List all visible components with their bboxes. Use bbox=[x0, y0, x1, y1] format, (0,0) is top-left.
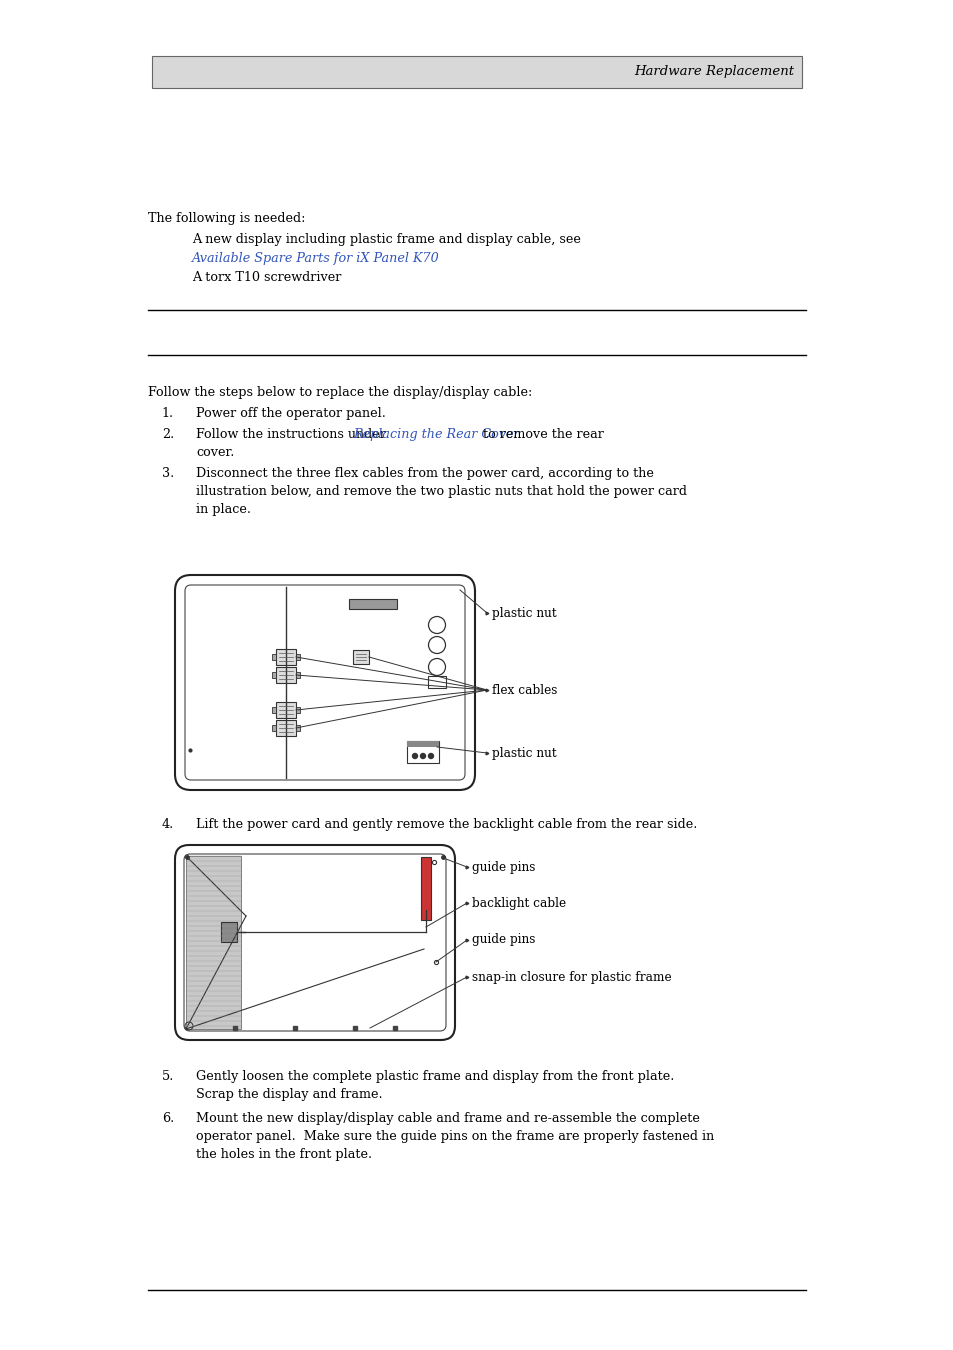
Bar bbox=[353, 649, 369, 664]
Bar bbox=[186, 856, 241, 1029]
Bar bbox=[221, 922, 236, 942]
Text: Follow the instructions under: Follow the instructions under bbox=[195, 428, 390, 441]
Bar bbox=[295, 653, 299, 660]
Text: Power off the operator panel.: Power off the operator panel. bbox=[195, 406, 385, 420]
Bar bbox=[407, 741, 438, 747]
Text: Disconnect the three flex cables from the power card, according to the: Disconnect the three flex cables from th… bbox=[195, 467, 653, 481]
Circle shape bbox=[428, 753, 433, 759]
Bar bbox=[420, 857, 431, 919]
Text: Scrap the display and frame.: Scrap the display and frame. bbox=[195, 1088, 382, 1102]
Text: Available Spare Parts for iX Panel K70: Available Spare Parts for iX Panel K70 bbox=[192, 252, 439, 265]
Bar bbox=[152, 55, 801, 88]
Bar bbox=[428, 676, 446, 688]
Bar bbox=[295, 725, 299, 730]
Circle shape bbox=[412, 753, 417, 759]
Text: plastic nut: plastic nut bbox=[492, 606, 556, 620]
Bar bbox=[275, 702, 295, 718]
Bar bbox=[272, 725, 275, 730]
Bar bbox=[275, 720, 295, 736]
Bar bbox=[275, 667, 295, 683]
Text: Lift the power card and gently remove the backlight cable from the rear side.: Lift the power card and gently remove th… bbox=[195, 818, 697, 832]
Text: A new display including plastic frame and display cable, see: A new display including plastic frame an… bbox=[192, 234, 580, 246]
Text: The following is needed:: The following is needed: bbox=[148, 212, 305, 225]
Text: 1.: 1. bbox=[162, 406, 174, 420]
FancyBboxPatch shape bbox=[185, 585, 464, 780]
Text: plastic nut: plastic nut bbox=[492, 747, 556, 760]
Circle shape bbox=[420, 753, 425, 759]
Bar bbox=[407, 741, 438, 763]
Text: backlight cable: backlight cable bbox=[472, 896, 565, 910]
Text: to remove the rear: to remove the rear bbox=[479, 428, 604, 441]
Text: flex cables: flex cables bbox=[492, 683, 557, 697]
Bar bbox=[272, 653, 275, 660]
Bar bbox=[272, 672, 275, 678]
Text: A torx T10 screwdriver: A torx T10 screwdriver bbox=[192, 271, 341, 284]
Text: in place.: in place. bbox=[195, 504, 251, 516]
Text: the holes in the front plate.: the holes in the front plate. bbox=[195, 1148, 372, 1161]
Text: Follow the steps below to replace the display/display cable:: Follow the steps below to replace the di… bbox=[148, 386, 532, 400]
Text: operator panel.  Make sure the guide pins on the frame are properly fastened in: operator panel. Make sure the guide pins… bbox=[195, 1130, 714, 1143]
FancyBboxPatch shape bbox=[174, 845, 455, 1040]
Text: 4.: 4. bbox=[162, 818, 174, 832]
Bar bbox=[295, 707, 299, 713]
Text: 5.: 5. bbox=[162, 1071, 174, 1083]
Bar bbox=[295, 672, 299, 678]
Text: cover.: cover. bbox=[195, 446, 234, 459]
Text: 2.: 2. bbox=[162, 428, 174, 441]
Bar bbox=[272, 707, 275, 713]
Text: 3.: 3. bbox=[162, 467, 174, 481]
Bar bbox=[275, 649, 295, 666]
Text: snap-in closure for plastic frame: snap-in closure for plastic frame bbox=[472, 971, 671, 984]
Text: guide pins: guide pins bbox=[472, 860, 535, 873]
Text: Gently loosen the complete plastic frame and display from the front plate.: Gently loosen the complete plastic frame… bbox=[195, 1071, 674, 1083]
Text: Replacing the Rear Cover: Replacing the Rear Cover bbox=[354, 428, 519, 441]
Bar bbox=[349, 599, 396, 609]
FancyBboxPatch shape bbox=[184, 855, 446, 1031]
FancyBboxPatch shape bbox=[174, 575, 475, 790]
Text: Hardware Replacement: Hardware Replacement bbox=[633, 66, 793, 78]
Text: guide pins: guide pins bbox=[472, 933, 535, 946]
Text: illustration below, and remove the two plastic nuts that hold the power card: illustration below, and remove the two p… bbox=[195, 485, 686, 498]
Text: Mount the new display/display cable and frame and re-assemble the complete: Mount the new display/display cable and … bbox=[195, 1112, 700, 1125]
Text: 6.: 6. bbox=[162, 1112, 174, 1125]
